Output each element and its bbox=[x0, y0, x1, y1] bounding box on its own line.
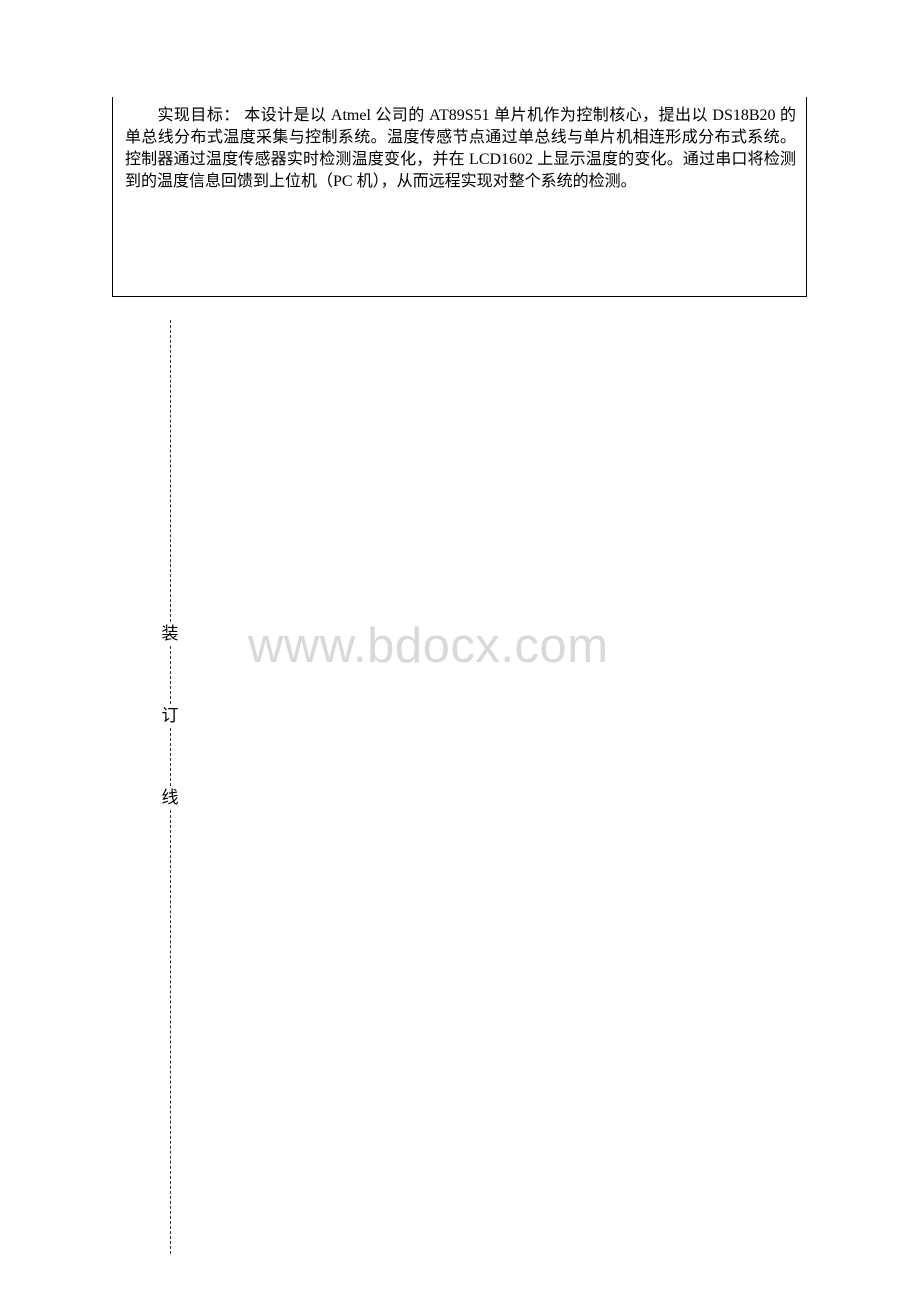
goal-label: 实现目标： bbox=[157, 107, 240, 124]
binding-dash bbox=[170, 320, 171, 622]
binding-dash bbox=[170, 728, 171, 786]
content-box: 实现目标： 本设计是以 Atmel 公司的 AT89S51 单片机作为控制核心，… bbox=[112, 97, 807, 297]
binding-line-column: 装 订 线 bbox=[160, 320, 180, 1255]
binding-dash bbox=[170, 646, 171, 704]
main-paragraph: 实现目标： 本设计是以 Atmel 公司的 AT89S51 单片机作为控制核心，… bbox=[125, 105, 796, 193]
binding-char-zhuang: 装 bbox=[162, 625, 179, 643]
binding-char-ding: 订 bbox=[162, 707, 179, 725]
watermark-text: www.bdocx.com bbox=[248, 618, 609, 674]
binding-dash bbox=[170, 810, 171, 1254]
binding-char-xian: 线 bbox=[162, 789, 179, 807]
